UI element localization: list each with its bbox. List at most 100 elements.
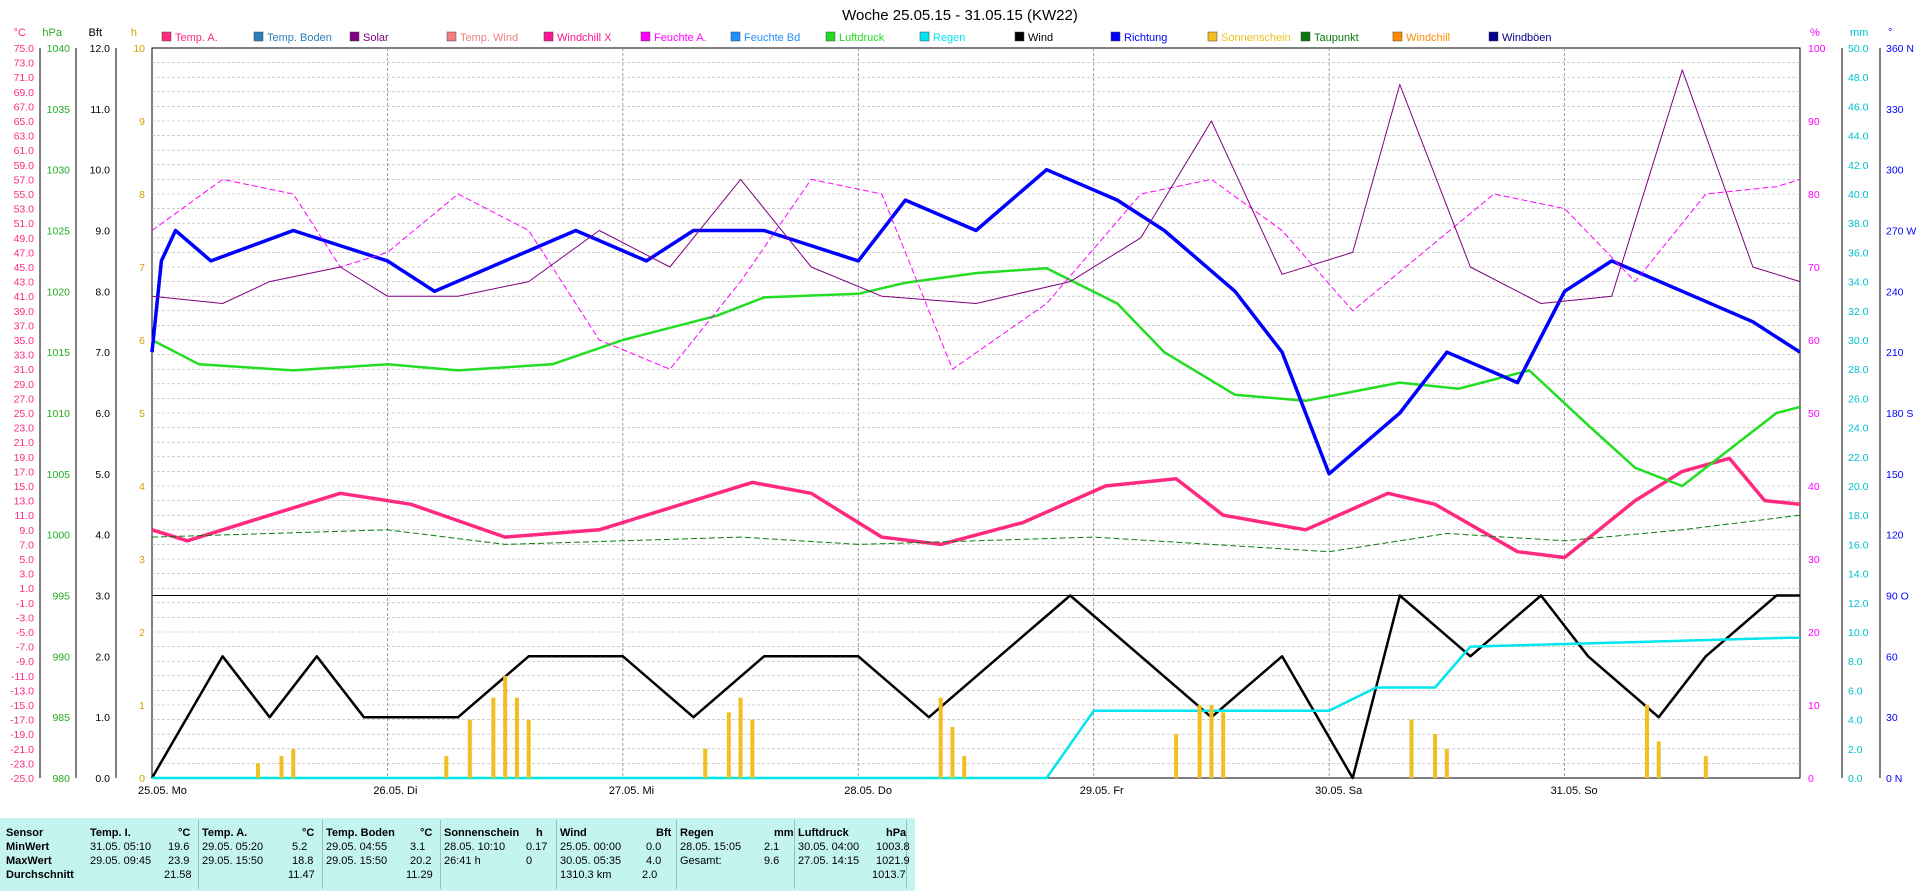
temp-tick: 21.0 (14, 437, 35, 449)
stats-avg-value: 2.0 (642, 869, 658, 881)
legend-swatch (543, 31, 554, 42)
legend-swatch (349, 31, 360, 42)
temp-tick: 47.0 (14, 247, 35, 259)
pct-tick: 70 (1808, 262, 1820, 274)
temp-tick: 19.0 (14, 452, 35, 464)
stats-max-time: 30.05. 05:35 (560, 855, 622, 867)
temp-tick: -9.0 (16, 656, 34, 668)
stats-max-time: 27.05. 14:15 (798, 855, 860, 867)
deg-tick: 90 O (1886, 591, 1909, 603)
h-tick: 10 (133, 43, 145, 55)
stats-max-value: 9.6 (764, 855, 780, 867)
stats-block (556, 820, 677, 889)
day-label: 26.05. Di (373, 785, 417, 797)
sunshine-bar (467, 719, 472, 778)
sunshine-bar (255, 763, 260, 778)
bft-tick-unit: Bft (89, 27, 102, 39)
stats-min-value: 1003.8 (876, 841, 910, 853)
stats-min-value: 0.17 (526, 841, 548, 853)
legend-swatch (1392, 31, 1403, 42)
pct-tick: 60 (1808, 335, 1820, 347)
sunshine-bar (1209, 705, 1214, 778)
stats-max-time: 26:41 h (444, 855, 481, 867)
temp-tick: 5.0 (19, 554, 34, 566)
stats-sensor-name: Temp. Boden (326, 827, 395, 839)
temp-tick: 1.0 (19, 583, 34, 595)
stats-unit: h (536, 827, 543, 839)
temp-tick: -17.0 (10, 715, 34, 727)
hpa-tick: 980 (52, 773, 70, 785)
stats-max-value: 23.9 (168, 855, 190, 867)
temp-tick: 15.0 (14, 481, 35, 493)
mm-tick: 42.0 (1848, 160, 1869, 172)
legend-label: Windböen (1502, 32, 1552, 44)
mm-tick: 46.0 (1848, 101, 1869, 113)
sunshine-bar (444, 756, 449, 778)
h-tick: 9 (139, 116, 145, 128)
hpa-tick: 1000 (47, 530, 71, 542)
temp-tick: -15.0 (10, 700, 34, 712)
mm-tick: 6.0 (1848, 685, 1863, 697)
temp-tick: 3.0 (19, 569, 34, 581)
h-tick: 5 (139, 408, 145, 420)
legend-label: Taupunkt (1314, 32, 1359, 44)
deg-tick: 300 (1886, 165, 1904, 177)
deg-tick: 210 (1886, 347, 1904, 359)
mm-tick: 14.0 (1848, 569, 1869, 581)
deg-tick: 120 (1886, 530, 1904, 542)
stats-min-value: 3.1 (410, 841, 426, 853)
mm-tick: 16.0 (1848, 539, 1869, 551)
stats-min-time: 28.05. 15:05 (680, 841, 742, 853)
stats-sensor-name: Temp. I. (90, 827, 131, 839)
deg-tick: 180 S (1886, 408, 1913, 420)
pct-tick: 100 (1808, 43, 1826, 55)
bft-tick: 1.0 (95, 712, 110, 724)
sunshine-bar (1444, 748, 1449, 778)
temp-tick: 23.0 (14, 423, 35, 435)
temp-tick: 67.0 (14, 101, 35, 113)
temp-tick: -11.0 (11, 671, 34, 683)
hpa-tick: 1040 (47, 43, 71, 55)
hpa-tick: 1015 (47, 347, 71, 359)
series-richtung (150, 167, 1801, 476)
stats-sensor-name: Regen (680, 827, 714, 839)
sunshine-bar (950, 726, 955, 778)
temp-tick-unit: °C (14, 27, 26, 39)
stats-row-label: Sensor (6, 827, 44, 839)
legend-swatch (1110, 31, 1121, 42)
pct-tick: 30 (1808, 554, 1820, 566)
pct-tick: 20 (1808, 627, 1820, 639)
legend-label: Solar (363, 32, 389, 44)
bft-tick: 4.0 (95, 530, 110, 542)
bft-tick: 12.0 (90, 43, 111, 55)
legend-label: Regen (933, 32, 965, 44)
plot-area (151, 47, 1801, 779)
stats-min-time: 25.05. 00:00 (560, 841, 622, 853)
deg-tick: 240 (1886, 286, 1904, 298)
bft-tick: 0.0 (95, 773, 110, 785)
stats-unit: hPa (886, 827, 907, 839)
h-tick: 2 (139, 627, 145, 639)
legend-label: Sonnenschein (1221, 32, 1291, 44)
stats-max-value: 1021.9 (876, 855, 910, 867)
legend-label: Temp. A. (175, 32, 218, 44)
deg-tick: 330 (1886, 104, 1904, 116)
legend-swatch (253, 31, 264, 42)
stats-max-value: 20.2 (410, 855, 432, 867)
mm-tick: 24.0 (1848, 423, 1869, 435)
mm-tick: 40.0 (1848, 189, 1869, 201)
stats-block (86, 820, 199, 889)
stats-block (198, 820, 323, 889)
temp-tick: 45.0 (14, 262, 35, 274)
temp-tick: 65.0 (14, 116, 35, 128)
bft-tick: 11.0 (90, 104, 110, 116)
temp-tick: 25.0 (14, 408, 35, 420)
stats-min-value: 5.2 (292, 841, 308, 853)
day-label: 31.05. So (1551, 785, 1598, 797)
sunshine-bar (1433, 734, 1438, 778)
legend-swatch (825, 31, 836, 42)
sunshine-bar (503, 675, 508, 778)
series-luftdruck (151, 266, 1801, 488)
temp-tick: 43.0 (14, 277, 35, 289)
legend-swatch (1014, 31, 1025, 42)
